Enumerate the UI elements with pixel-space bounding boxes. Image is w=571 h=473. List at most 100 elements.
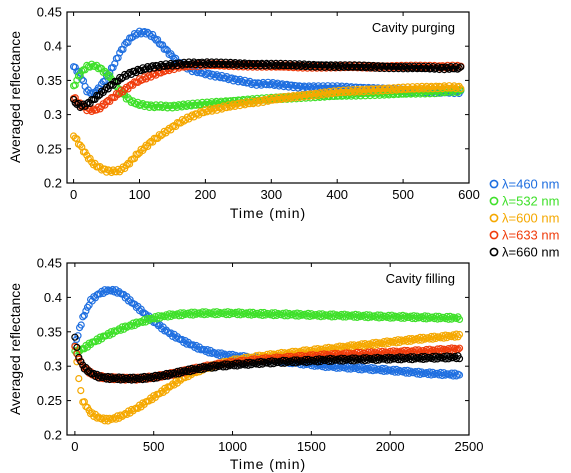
data-point	[97, 87, 106, 95]
data-point	[397, 336, 405, 344]
data-point	[206, 72, 214, 80]
x-tick-label: 600	[458, 187, 480, 202]
data-point	[375, 356, 383, 364]
data-point	[455, 64, 463, 72]
data-point	[104, 85, 112, 93]
series-filling-2	[71, 330, 464, 425]
data-point	[331, 313, 339, 321]
data-point	[352, 87, 360, 95]
data-point	[85, 339, 93, 347]
legend-marker	[489, 179, 499, 189]
x-tick-label: 1000	[218, 439, 247, 454]
x-tick-label: 300	[260, 187, 282, 202]
data-point	[213, 361, 221, 369]
data-point	[109, 63, 117, 72]
data-point	[411, 355, 419, 363]
data-point	[80, 311, 88, 319]
data-point	[410, 369, 418, 377]
data-point	[399, 353, 407, 361]
data-point	[262, 311, 270, 319]
data-point	[225, 60, 233, 68]
data-point	[149, 102, 157, 110]
data-point	[164, 328, 172, 336]
data-point	[347, 87, 355, 96]
legend-label: λ=460 nm	[502, 177, 559, 192]
data-point	[320, 312, 328, 320]
data-point	[437, 315, 445, 323]
data-point	[122, 95, 130, 103]
data-point	[355, 341, 363, 349]
data-point	[78, 67, 86, 75]
data-point	[302, 83, 310, 91]
legend-label: λ=660 nm	[502, 245, 559, 260]
plot-frame-filling	[66, 262, 470, 436]
legend-label: λ=600 nm	[502, 211, 559, 226]
data-point	[424, 334, 432, 342]
data-point	[188, 111, 196, 119]
data-point	[112, 415, 120, 423]
data-point	[82, 307, 90, 315]
data-point	[452, 372, 460, 380]
data-point	[206, 99, 214, 108]
x-tick-label: 0	[71, 439, 78, 454]
data-point	[455, 330, 464, 339]
x-tick-label: 2500	[455, 439, 484, 454]
data-point	[455, 344, 464, 352]
data-point	[113, 327, 122, 335]
data-point	[364, 356, 372, 364]
panel-cavity-filling: 0 500 1000 1500 2000 2500 0.2 0.25 0.3 0.35 0.4 0.4…	[7, 256, 483, 473]
legend-marker	[489, 230, 499, 240]
data-point	[432, 64, 440, 72]
data-point	[116, 326, 125, 334]
data-point	[393, 63, 401, 71]
panel-cavity-purging: 0 100 200 300 400 500 600 0.2 0.25 0.3 0.35 0.4 0.45…	[7, 5, 480, 222]
data-point	[126, 160, 134, 168]
data-point	[124, 85, 132, 93]
data-point	[457, 63, 465, 71]
x-tick-label: 400	[326, 187, 348, 202]
y-tick-label: 0.4	[44, 290, 62, 305]
data-point	[329, 355, 337, 363]
data-point	[83, 100, 91, 108]
legend: λ=460 nm λ=532 nm λ=600 nm λ=633 nm λ=660 nm	[489, 177, 559, 260]
data-point	[378, 313, 386, 322]
data-point	[75, 353, 83, 361]
plot-area-filling	[71, 285, 464, 425]
data-point	[134, 150, 142, 159]
data-point	[101, 101, 109, 109]
data-point	[455, 315, 464, 323]
data-point	[86, 154, 94, 162]
data-point	[389, 314, 397, 322]
data-point	[397, 63, 406, 71]
data-point	[71, 94, 79, 102]
y-tick-label: 0.25	[37, 393, 62, 408]
y-tick-label: 0.35	[37, 73, 62, 88]
data-point	[116, 73, 124, 82]
data-point	[76, 141, 84, 149]
data-point	[155, 131, 163, 139]
data-point	[437, 83, 445, 91]
legend-marker	[489, 196, 499, 206]
data-point	[147, 63, 155, 71]
series-purging-4	[69, 58, 465, 112]
data-point	[455, 371, 464, 379]
data-point	[446, 352, 454, 361]
data-point	[273, 311, 281, 319]
data-point	[102, 98, 111, 106]
x-tick-label: 200	[195, 187, 217, 202]
data-point	[106, 71, 114, 80]
data-point	[271, 357, 279, 365]
data-point	[137, 145, 145, 153]
data-point	[94, 103, 102, 111]
data-point	[444, 64, 452, 72]
data-point	[71, 333, 79, 341]
y-axis-label-filling: Averaged reflectance	[7, 283, 23, 415]
data-point	[257, 96, 265, 105]
x-tick-label: 1500	[297, 439, 326, 454]
data-point	[203, 310, 211, 318]
y-tick-label: 0.4	[44, 39, 62, 54]
data-point	[126, 68, 134, 77]
data-point	[124, 94, 132, 102]
data-point	[256, 79, 264, 88]
data-point	[234, 99, 242, 108]
